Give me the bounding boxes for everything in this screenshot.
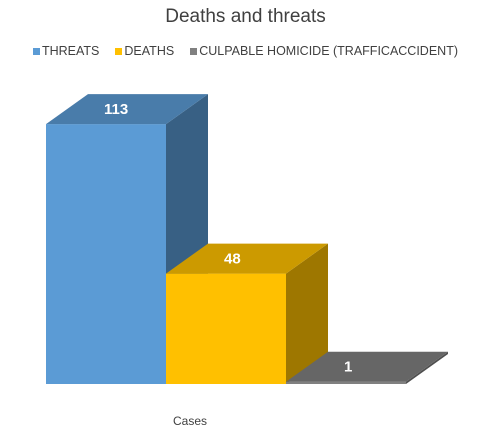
data-label-deaths: 48 xyxy=(224,251,241,268)
legend-swatch-threats xyxy=(32,47,40,55)
bar-front-deaths xyxy=(166,273,286,384)
chart-legend: THREATS DEATHS CULPABLE HOMICIDE (TRAFFI… xyxy=(0,44,491,58)
bar-top-threats xyxy=(46,94,208,125)
legend-label-threats: THREATS xyxy=(41,44,100,58)
x-axis-category-label: Cases xyxy=(172,414,207,428)
legend-item-threats: THREATS xyxy=(32,44,100,58)
legend-swatch-deaths xyxy=(115,47,123,55)
bar-front-threats xyxy=(46,124,166,384)
legend-item-deaths: DEATHS xyxy=(115,44,174,58)
legend-swatch-culpable-homicide xyxy=(190,47,198,55)
bar-front-culpable-homicide xyxy=(286,381,406,384)
legend-label-culpable-homicide: CULPABLE HOMICIDE (TRAFFICACCIDENT) xyxy=(199,44,459,58)
data-label-threats: 113 xyxy=(104,101,128,118)
chart-title: Deaths and threats xyxy=(165,6,326,27)
data-label-culpable-homicide: 1 xyxy=(344,359,352,376)
bar-side-culpable-homicide xyxy=(406,351,448,384)
bar-side-deaths xyxy=(286,243,328,384)
bar-top-deaths xyxy=(166,243,328,274)
legend-label-deaths: DEATHS xyxy=(124,44,175,58)
bar-top-culpable-homicide xyxy=(286,351,448,382)
legend-item-culpable-homicide: CULPABLE HOMICIDE (TRAFFICACCIDENT) xyxy=(190,44,458,58)
